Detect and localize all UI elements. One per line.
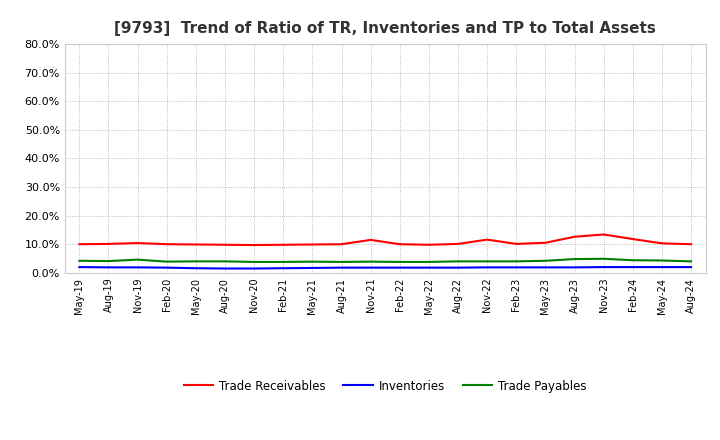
Trade Receivables [425, 242, 433, 247]
Trade Payables [250, 259, 258, 264]
Trade Payables [629, 257, 637, 263]
Trade Receivables [337, 242, 346, 247]
Inventories [133, 265, 142, 270]
Trade Payables [279, 259, 287, 264]
Trade Receivables [366, 237, 375, 242]
Inventories [541, 265, 550, 270]
Trade Payables [133, 257, 142, 262]
Inventories [395, 265, 404, 270]
Trade Receivables [599, 232, 608, 237]
Trade Receivables [454, 241, 462, 246]
Trade Receivables [279, 242, 287, 247]
Trade Payables [599, 256, 608, 261]
Line: Inventories: Inventories [79, 267, 691, 268]
Line: Trade Receivables: Trade Receivables [79, 235, 691, 245]
Trade Receivables [483, 237, 492, 242]
Trade Payables [541, 258, 550, 264]
Inventories [425, 265, 433, 270]
Inventories [366, 265, 375, 270]
Trade Payables [308, 259, 317, 264]
Trade Receivables [250, 242, 258, 248]
Inventories [279, 266, 287, 271]
Trade Payables [425, 259, 433, 264]
Trade Receivables [657, 241, 666, 246]
Inventories [657, 264, 666, 270]
Trade Payables [687, 259, 696, 264]
Inventories [512, 265, 521, 270]
Inventories [308, 265, 317, 271]
Title: [9793]  Trend of Ratio of TR, Inventories and TP to Total Assets: [9793] Trend of Ratio of TR, Inventories… [114, 21, 656, 36]
Trade Payables [75, 258, 84, 264]
Trade Receivables [629, 236, 637, 242]
Inventories [75, 264, 84, 270]
Trade Payables [395, 259, 404, 264]
Trade Receivables [541, 240, 550, 246]
Trade Payables [104, 258, 113, 264]
Trade Receivables [163, 242, 171, 247]
Trade Receivables [75, 242, 84, 247]
Trade Payables [512, 259, 521, 264]
Inventories [629, 264, 637, 270]
Trade Receivables [308, 242, 317, 247]
Inventories [687, 264, 696, 270]
Inventories [337, 265, 346, 270]
Inventories [454, 265, 462, 270]
Trade Receivables [512, 241, 521, 246]
Trade Payables [220, 259, 229, 264]
Trade Receivables [570, 234, 579, 239]
Inventories [570, 265, 579, 270]
Trade Payables [192, 259, 200, 264]
Trade Payables [163, 259, 171, 264]
Trade Payables [570, 257, 579, 262]
Trade Payables [366, 259, 375, 264]
Inventories [192, 266, 200, 271]
Trade Payables [657, 258, 666, 263]
Trade Payables [454, 259, 462, 264]
Inventories [599, 264, 608, 270]
Line: Trade Payables: Trade Payables [79, 259, 691, 262]
Inventories [104, 265, 113, 270]
Inventories [483, 265, 492, 270]
Trade Payables [337, 259, 346, 264]
Trade Receivables [192, 242, 200, 247]
Inventories [220, 266, 229, 271]
Trade Payables [483, 259, 492, 264]
Trade Receivables [220, 242, 229, 247]
Legend: Trade Receivables, Inventories, Trade Payables: Trade Receivables, Inventories, Trade Pa… [179, 375, 591, 397]
Trade Receivables [104, 241, 113, 246]
Trade Receivables [133, 240, 142, 246]
Inventories [250, 266, 258, 271]
Inventories [163, 265, 171, 270]
Trade Receivables [687, 242, 696, 247]
Trade Receivables [395, 242, 404, 247]
